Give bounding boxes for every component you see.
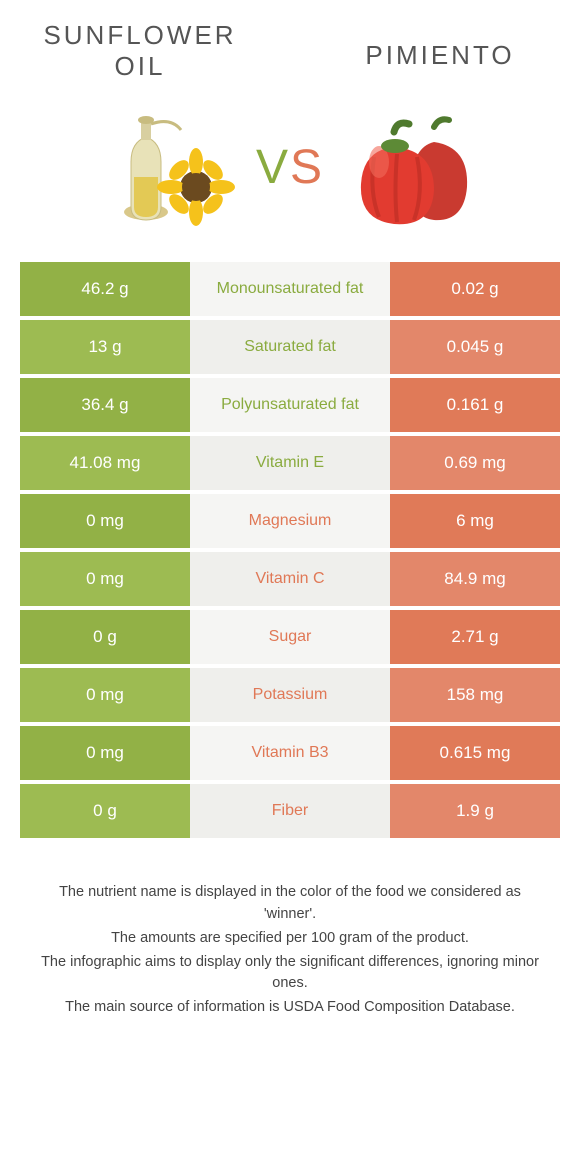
nutrient-label: Saturated fat — [190, 320, 390, 374]
left-value: 0 mg — [20, 552, 190, 606]
right-value: 6 mg — [390, 494, 560, 548]
left-value: 46.2 g — [20, 262, 190, 316]
left-value: 0 mg — [20, 494, 190, 548]
table-row: 0 gSugar2.71 g — [20, 610, 560, 668]
left-food-title: SUNFLOWER OIL — [40, 20, 240, 82]
table-row: 46.2 gMonounsaturated fat0.02 g — [20, 262, 560, 320]
right-value: 1.9 g — [390, 784, 560, 838]
table-row: 36.4 gPolyunsaturated fat0.161 g — [20, 378, 560, 436]
nutrient-label: Magnesium — [190, 494, 390, 548]
nutrient-label: Vitamin C — [190, 552, 390, 606]
header: SUNFLOWER OIL PIMIENTO — [0, 0, 580, 92]
nutrient-label: Fiber — [190, 784, 390, 838]
vs-row: VS — [0, 92, 580, 262]
note-line: The nutrient name is displayed in the co… — [40, 882, 540, 926]
right-value: 84.9 mg — [390, 552, 560, 606]
pimiento-icon — [339, 102, 479, 232]
left-value: 0 g — [20, 784, 190, 838]
vs-s: S — [290, 140, 324, 195]
note-line: The infographic aims to display only the… — [40, 952, 540, 996]
left-value: 0 mg — [20, 668, 190, 722]
right-food-image — [334, 102, 484, 232]
table-row: 0 gFiber1.9 g — [20, 784, 560, 842]
left-value: 13 g — [20, 320, 190, 374]
nutrient-label: Polyunsaturated fat — [190, 378, 390, 432]
right-value: 158 mg — [390, 668, 560, 722]
nutrient-label: Sugar — [190, 610, 390, 664]
right-value: 2.71 g — [390, 610, 560, 664]
right-value: 0.615 mg — [390, 726, 560, 780]
left-food-image — [96, 102, 246, 232]
table-row: 41.08 mgVitamin E0.69 mg — [20, 436, 560, 494]
right-value: 0.02 g — [390, 262, 560, 316]
left-value: 36.4 g — [20, 378, 190, 432]
sunflower-oil-icon — [101, 102, 241, 232]
table-row: 0 mgMagnesium6 mg — [20, 494, 560, 552]
vs-v: V — [256, 140, 290, 195]
right-value: 0.161 g — [390, 378, 560, 432]
table-row: 13 gSaturated fat0.045 g — [20, 320, 560, 378]
right-value: 0.045 g — [390, 320, 560, 374]
right-value: 0.69 mg — [390, 436, 560, 490]
footer-notes: The nutrient name is displayed in the co… — [40, 882, 540, 1019]
nutrient-label: Potassium — [190, 668, 390, 722]
vs-label: VS — [256, 140, 324, 195]
left-value: 41.08 mg — [20, 436, 190, 490]
comparison-table: 46.2 gMonounsaturated fat0.02 g13 gSatur… — [20, 262, 560, 842]
nutrient-label: Vitamin E — [190, 436, 390, 490]
nutrient-label: Vitamin B3 — [190, 726, 390, 780]
note-line: The main source of information is USDA F… — [40, 997, 540, 1019]
nutrient-label: Monounsaturated fat — [190, 262, 390, 316]
left-value: 0 mg — [20, 726, 190, 780]
right-food-title: PIMIENTO — [340, 20, 540, 71]
table-row: 0 mgVitamin B30.615 mg — [20, 726, 560, 784]
note-line: The amounts are specified per 100 gram o… — [40, 928, 540, 950]
left-value: 0 g — [20, 610, 190, 664]
table-row: 0 mgPotassium158 mg — [20, 668, 560, 726]
table-row: 0 mgVitamin C84.9 mg — [20, 552, 560, 610]
